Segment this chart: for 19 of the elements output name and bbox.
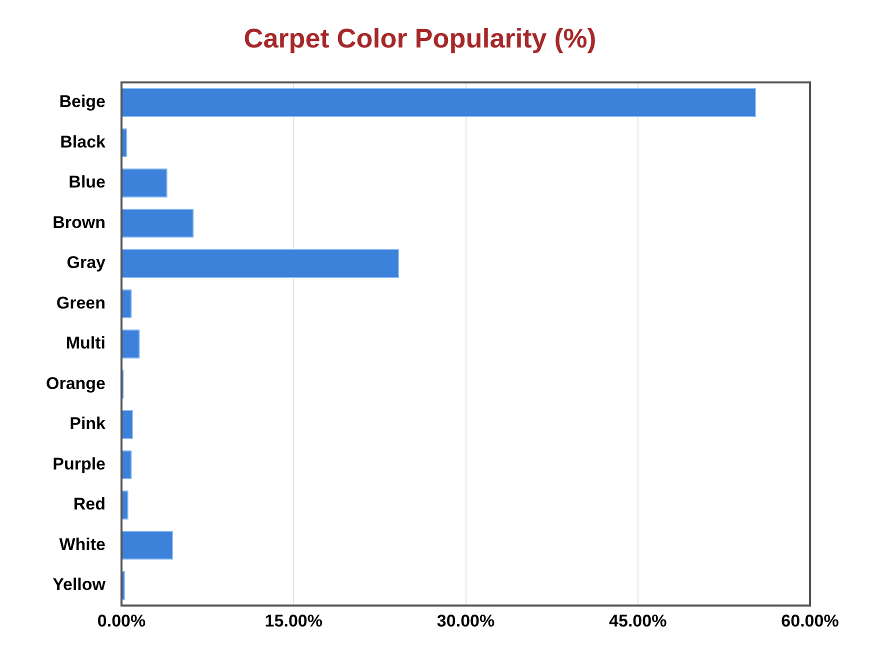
y-tick-label: Multi — [66, 334, 106, 353]
y-tick-label: Black — [60, 132, 106, 152]
y-tick-label: Brown — [52, 212, 106, 232]
y-tick-label: White — [59, 534, 106, 554]
y-tick-label: Yellow — [52, 575, 106, 594]
y-tick-label: Green — [56, 293, 106, 312]
x-tick-label: 45.00% — [609, 611, 667, 630]
x-tick-label: 0.00% — [97, 611, 146, 630]
x-tick-label: 15.00% — [264, 611, 322, 630]
y-tick-label: Pink — [70, 414, 106, 434]
y-tick-label: Blue — [68, 172, 106, 192]
x-tick-label: 60.00% — [781, 611, 839, 630]
y-tick-label: Gray — [66, 253, 106, 272]
y-tick-label: Orange — [46, 374, 106, 393]
y-tick-label: Red — [73, 494, 106, 514]
y-tick-label: Purple — [52, 454, 106, 474]
chart-title: Carpet Color Popularity (%) — [244, 24, 596, 54]
x-tick-label: 30.00% — [436, 611, 495, 630]
y-tick-label: Beige — [59, 92, 106, 112]
